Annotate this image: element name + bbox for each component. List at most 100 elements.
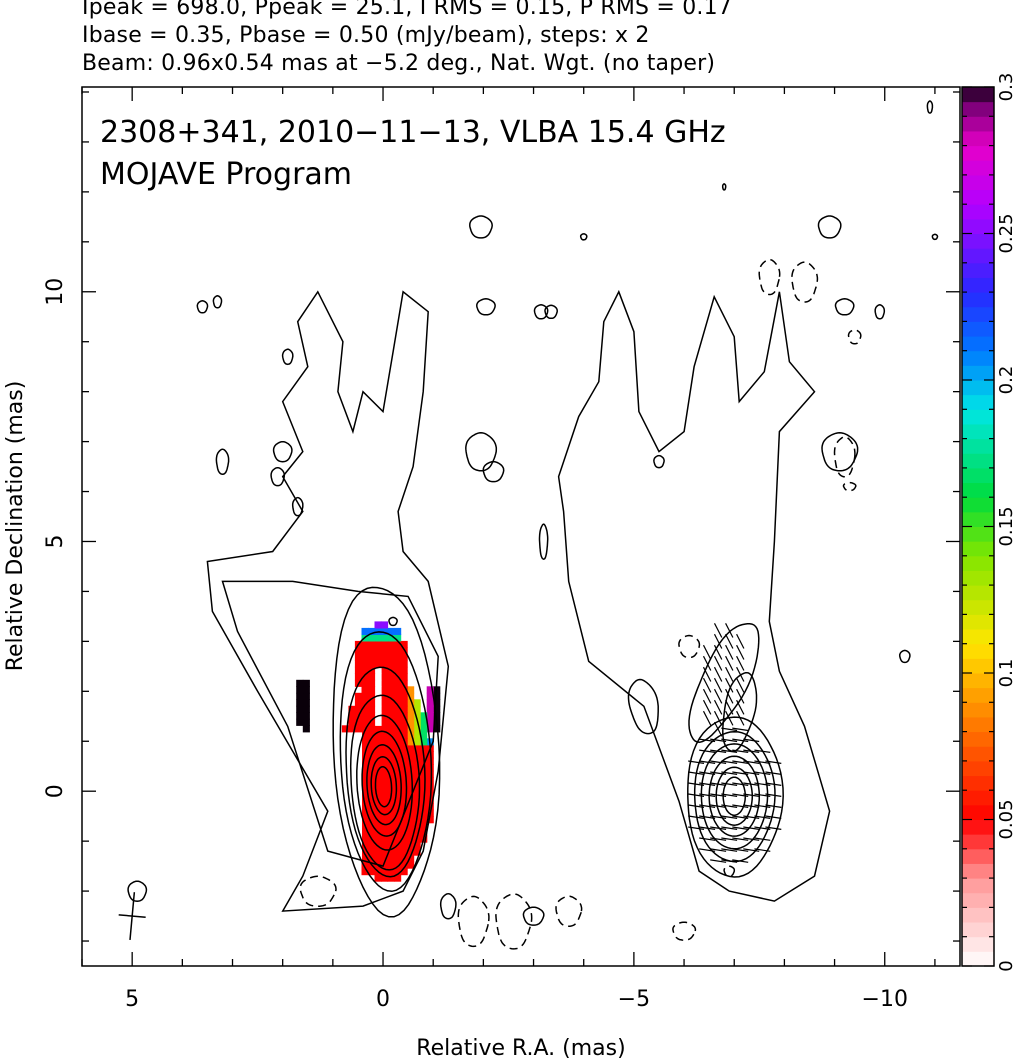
pol-pixel	[413, 790, 421, 798]
pol-pixel	[361, 647, 369, 655]
contour-blob	[291, 496, 304, 517]
colorbar-cell	[962, 438, 994, 454]
evpa-vector	[699, 771, 716, 775]
evpa-vector	[710, 804, 727, 808]
pol-pixel	[413, 842, 421, 850]
pol-pixel	[354, 842, 362, 850]
evpa-vector	[732, 826, 749, 830]
evpa-vector	[765, 793, 782, 797]
pol-pixel	[420, 718, 428, 726]
pol-pixel	[368, 712, 376, 720]
evpa-vector	[710, 782, 727, 786]
pol-pixel	[354, 647, 362, 655]
pol-pixel	[407, 705, 415, 713]
pol-pixel	[387, 634, 395, 642]
pol-pixel	[387, 829, 395, 837]
pol-pixel	[400, 829, 408, 837]
evpa-vector	[721, 826, 738, 830]
pol-pixel	[361, 692, 369, 700]
colorbar-cell	[962, 907, 994, 923]
pol-pixel	[368, 686, 376, 694]
colorbar-cell	[962, 292, 994, 308]
evpa-vector	[702, 699, 712, 715]
pol-pixel	[420, 712, 428, 720]
evpa-vector	[710, 848, 727, 852]
pol-pixel	[387, 816, 395, 824]
evpa-vector	[765, 815, 782, 819]
pol-pixel	[374, 822, 382, 830]
pol-pixel	[296, 699, 304, 707]
contour-blob	[272, 440, 293, 463]
pol-pixel	[368, 757, 376, 765]
contour-blob	[270, 466, 286, 487]
pol-pixel	[381, 738, 389, 746]
evpa-vector	[754, 837, 771, 841]
pol-pixel	[400, 705, 408, 713]
contour-blob	[544, 304, 558, 320]
pol-pixel	[426, 699, 434, 707]
pol-pixel	[374, 660, 382, 668]
contour-blob	[533, 304, 549, 320]
pol-pixel	[361, 705, 369, 713]
evpa-vector	[721, 782, 738, 786]
pol-pixel	[400, 861, 408, 869]
pol-pixel	[407, 692, 415, 700]
colorbar-cell	[962, 585, 994, 601]
pol-pixel	[374, 705, 382, 713]
contour-negative	[847, 329, 862, 345]
colorbar-label: 0.15	[996, 506, 1017, 546]
evpa-vector	[710, 826, 727, 830]
x-axis-title: Relative R.A. (mas)	[416, 1036, 625, 1061]
pol-pixel	[420, 777, 428, 785]
pol-pixel	[348, 757, 356, 765]
pol-pixel	[394, 829, 402, 837]
pol-pixel	[394, 874, 402, 882]
contour-blob	[476, 298, 496, 316]
pol-pixel	[394, 699, 402, 707]
pol-pixel	[374, 764, 382, 772]
pol-pixel	[361, 627, 369, 635]
pol-pixel	[433, 692, 441, 700]
pol-pixel	[407, 861, 415, 869]
pol-pixel	[407, 829, 415, 837]
colorbar-cell	[962, 248, 994, 264]
evpa-vector	[765, 782, 782, 786]
pol-pixel	[361, 842, 369, 850]
colorbar-cell	[962, 848, 994, 864]
pol-pixel	[387, 640, 395, 648]
pol-pixel	[374, 848, 382, 856]
pol-pixel	[341, 809, 349, 817]
colorbar-cell	[962, 262, 994, 278]
evpa-vector	[732, 771, 749, 775]
contour-blob	[196, 300, 209, 314]
pol-pixel	[387, 699, 395, 707]
pol-pixel	[361, 783, 369, 791]
pol-pixel	[420, 770, 428, 778]
pol-pixel	[302, 699, 310, 707]
contour-blob	[931, 233, 939, 241]
pol-pixel	[348, 705, 356, 713]
pol-pixel	[368, 842, 376, 850]
evpa-vector	[710, 771, 727, 775]
pol-pixel	[374, 718, 382, 726]
pol-pixel	[361, 731, 369, 739]
colorbar-cell	[962, 467, 994, 484]
evpa-vector	[743, 848, 760, 852]
pol-pixel	[394, 647, 402, 655]
pol-pixel	[361, 764, 369, 772]
pol-pixel	[381, 829, 389, 837]
evpa-vector	[743, 760, 760, 764]
pol-pixel	[387, 855, 395, 863]
pol-pixel	[407, 783, 415, 791]
evpa-vector	[743, 793, 760, 797]
pol-pixel	[354, 757, 362, 765]
pol-pixel	[354, 822, 362, 830]
colorbar-cell	[962, 702, 994, 718]
pol-pixel	[381, 777, 389, 785]
pol-pixel	[387, 770, 395, 778]
colorbar-cell	[962, 892, 994, 908]
evpa-vector	[713, 710, 723, 726]
pol-pixel	[400, 660, 408, 668]
contour-blob	[874, 304, 886, 320]
